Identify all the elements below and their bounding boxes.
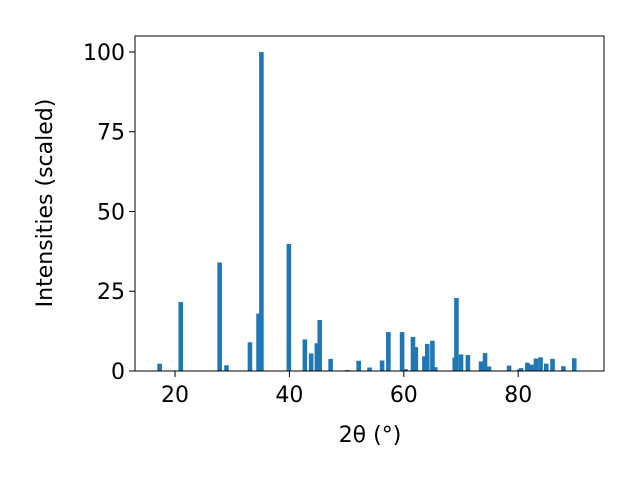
bar bbox=[550, 358, 555, 371]
y-axis: 0 25 50 75 100 bbox=[83, 41, 135, 385]
bar bbox=[422, 356, 427, 371]
bar bbox=[486, 366, 492, 371]
bar bbox=[256, 313, 261, 371]
bar bbox=[413, 347, 419, 371]
bar bbox=[157, 363, 162, 371]
y-tick-label: 100 bbox=[83, 41, 125, 66]
x-tick-label: 20 bbox=[161, 383, 189, 408]
bar bbox=[538, 357, 543, 371]
x-axis-label: 2θ (°) bbox=[339, 423, 402, 448]
bar bbox=[399, 332, 405, 371]
bar bbox=[308, 353, 314, 371]
bar bbox=[561, 366, 566, 371]
bar bbox=[314, 343, 320, 371]
bar bbox=[247, 342, 253, 371]
bar bbox=[386, 332, 391, 371]
bar bbox=[302, 339, 308, 371]
bar bbox=[482, 353, 488, 371]
bar bbox=[454, 297, 459, 371]
bar bbox=[432, 367, 438, 371]
y-tick-label: 25 bbox=[97, 280, 125, 305]
bar bbox=[506, 365, 512, 371]
bar bbox=[379, 360, 385, 371]
bar bbox=[529, 364, 534, 371]
bar bbox=[328, 358, 333, 371]
x-tick-label: 80 bbox=[504, 383, 532, 408]
bars-group bbox=[157, 51, 577, 371]
x-axis: 20 40 60 80 bbox=[161, 371, 532, 408]
bar bbox=[518, 368, 524, 371]
bar bbox=[403, 369, 408, 371]
bar bbox=[571, 358, 577, 371]
bar bbox=[259, 51, 264, 371]
bar bbox=[478, 361, 484, 371]
bar bbox=[525, 362, 530, 371]
bar bbox=[217, 262, 222, 371]
y-tick-label: 50 bbox=[97, 200, 125, 225]
x-tick-label: 40 bbox=[275, 383, 303, 408]
y-axis-label: Intensities (scaled) bbox=[33, 99, 58, 308]
bar bbox=[465, 355, 471, 371]
bar bbox=[533, 358, 539, 371]
bar bbox=[367, 367, 372, 371]
bar bbox=[543, 363, 549, 371]
bar bbox=[458, 354, 464, 371]
bar bbox=[286, 244, 292, 371]
bar bbox=[317, 319, 323, 371]
bar bbox=[356, 360, 361, 371]
bar bbox=[430, 340, 435, 371]
x-tick-label: 60 bbox=[390, 383, 418, 408]
plot-frame bbox=[134, 35, 605, 372]
bar bbox=[410, 336, 416, 371]
bar bbox=[424, 343, 430, 371]
y-tick-label: 0 bbox=[111, 360, 125, 385]
y-tick-label: 75 bbox=[97, 121, 125, 146]
bar bbox=[178, 302, 184, 371]
bar bbox=[224, 365, 229, 371]
